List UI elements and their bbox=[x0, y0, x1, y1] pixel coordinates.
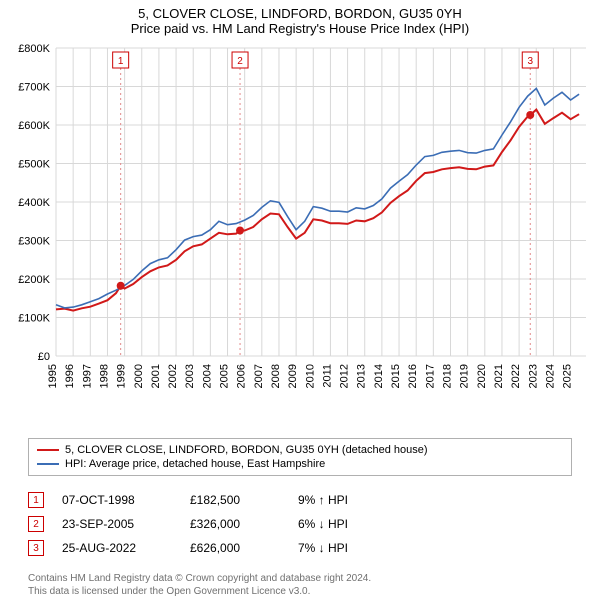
svg-text:2003: 2003 bbox=[184, 364, 196, 388]
sales-date: 25-AUG-2022 bbox=[62, 541, 172, 555]
sales-row-1: 1 07-OCT-1998 £182,500 9% ↑ HPI bbox=[28, 488, 572, 512]
chart-area: £0 £100K £200K £300K £400K £500K £600K £700K £80… bbox=[0, 38, 600, 428]
footer: Contains HM Land Registry data © Crown c… bbox=[28, 572, 572, 598]
svg-text:1995: 1995 bbox=[47, 364, 59, 388]
legend: 5, CLOVER CLOSE, LINDFORD, BORDON, GU35 … bbox=[28, 438, 572, 476]
svg-text:2020: 2020 bbox=[476, 364, 488, 388]
svg-text:2006: 2006 bbox=[236, 364, 248, 388]
legend-swatch bbox=[37, 463, 59, 465]
svg-text:2016: 2016 bbox=[407, 364, 419, 388]
svg-text:£700K: £700K bbox=[18, 82, 50, 94]
sales-marker-1: 1 bbox=[28, 492, 44, 508]
svg-text:3: 3 bbox=[527, 56, 533, 67]
svg-text:£600K: £600K bbox=[18, 120, 50, 132]
svg-text:2009: 2009 bbox=[287, 364, 299, 388]
sales-date: 23-SEP-2005 bbox=[62, 517, 172, 531]
svg-text:£800K: £800K bbox=[18, 43, 50, 55]
legend-item-price-paid: 5, CLOVER CLOSE, LINDFORD, BORDON, GU35 … bbox=[37, 443, 563, 457]
svg-text:2025: 2025 bbox=[562, 364, 574, 388]
svg-text:£0: £0 bbox=[38, 351, 50, 363]
svg-text:2008: 2008 bbox=[270, 364, 282, 388]
svg-text:2024: 2024 bbox=[544, 364, 556, 388]
svg-text:2014: 2014 bbox=[373, 364, 385, 388]
page-root: 5, CLOVER CLOSE, LINDFORD, BORDON, GU35 … bbox=[0, 0, 600, 606]
chart-title-block: 5, CLOVER CLOSE, LINDFORD, BORDON, GU35 … bbox=[0, 0, 600, 38]
sales-date: 07-OCT-1998 bbox=[62, 493, 172, 507]
svg-text:£100K: £100K bbox=[18, 313, 50, 325]
svg-text:2013: 2013 bbox=[356, 364, 368, 388]
footer-line-1: Contains HM Land Registry data © Crown c… bbox=[28, 572, 572, 585]
legend-label: HPI: Average price, detached house, East… bbox=[65, 458, 325, 470]
svg-text:£500K: £500K bbox=[18, 159, 50, 171]
sales-row-2: 2 23-SEP-2005 £326,000 6% ↓ HPI bbox=[28, 512, 572, 536]
legend-swatch bbox=[37, 449, 59, 451]
sales-diff: 7% ↓ HPI bbox=[298, 541, 418, 555]
svg-text:2000: 2000 bbox=[133, 364, 145, 388]
title-line-2: Price paid vs. HM Land Registry's House … bbox=[0, 21, 600, 36]
sales-row-3: 3 25-AUG-2022 £626,000 7% ↓ HPI bbox=[28, 536, 572, 560]
sales-price: £626,000 bbox=[190, 541, 280, 555]
svg-text:1: 1 bbox=[118, 56, 124, 67]
svg-text:1997: 1997 bbox=[81, 364, 93, 388]
svg-text:2002: 2002 bbox=[167, 364, 179, 388]
svg-text:1998: 1998 bbox=[98, 364, 110, 388]
svg-text:2018: 2018 bbox=[441, 364, 453, 388]
svg-text:2015: 2015 bbox=[390, 364, 402, 388]
sales-table: 1 07-OCT-1998 £182,500 9% ↑ HPI 2 23-SEP… bbox=[28, 488, 572, 560]
svg-text:2010: 2010 bbox=[304, 364, 316, 388]
svg-text:£400K: £400K bbox=[18, 197, 50, 209]
svg-text:2017: 2017 bbox=[424, 364, 436, 388]
legend-label: 5, CLOVER CLOSE, LINDFORD, BORDON, GU35 … bbox=[65, 444, 428, 456]
svg-text:2022: 2022 bbox=[510, 364, 522, 388]
sales-price: £326,000 bbox=[190, 517, 280, 531]
sales-diff: 9% ↑ HPI bbox=[298, 493, 418, 507]
sales-marker-2: 2 bbox=[28, 516, 44, 532]
title-line-1: 5, CLOVER CLOSE, LINDFORD, BORDON, GU35 … bbox=[0, 6, 600, 21]
svg-text:1996: 1996 bbox=[64, 364, 76, 388]
footer-line-2: This data is licensed under the Open Gov… bbox=[28, 585, 572, 598]
svg-text:2023: 2023 bbox=[527, 364, 539, 388]
svg-text:£300K: £300K bbox=[18, 236, 50, 248]
svg-text:2007: 2007 bbox=[253, 364, 265, 388]
svg-text:2004: 2004 bbox=[201, 364, 213, 388]
svg-text:2019: 2019 bbox=[459, 364, 471, 388]
line-chart: £0 £100K £200K £300K £400K £500K £600K £700K £80… bbox=[0, 38, 600, 428]
svg-text:2021: 2021 bbox=[493, 364, 505, 388]
legend-item-hpi: HPI: Average price, detached house, East… bbox=[37, 457, 563, 471]
sales-price: £182,500 bbox=[190, 493, 280, 507]
svg-text:2012: 2012 bbox=[339, 364, 351, 388]
svg-text:1999: 1999 bbox=[116, 364, 128, 388]
svg-text:2005: 2005 bbox=[219, 364, 231, 388]
svg-text:2001: 2001 bbox=[150, 364, 162, 388]
sales-marker-3: 3 bbox=[28, 540, 44, 556]
svg-text:£200K: £200K bbox=[18, 274, 50, 286]
sales-diff: 6% ↓ HPI bbox=[298, 517, 418, 531]
svg-text:2011: 2011 bbox=[321, 364, 333, 388]
svg-text:2: 2 bbox=[237, 56, 243, 67]
